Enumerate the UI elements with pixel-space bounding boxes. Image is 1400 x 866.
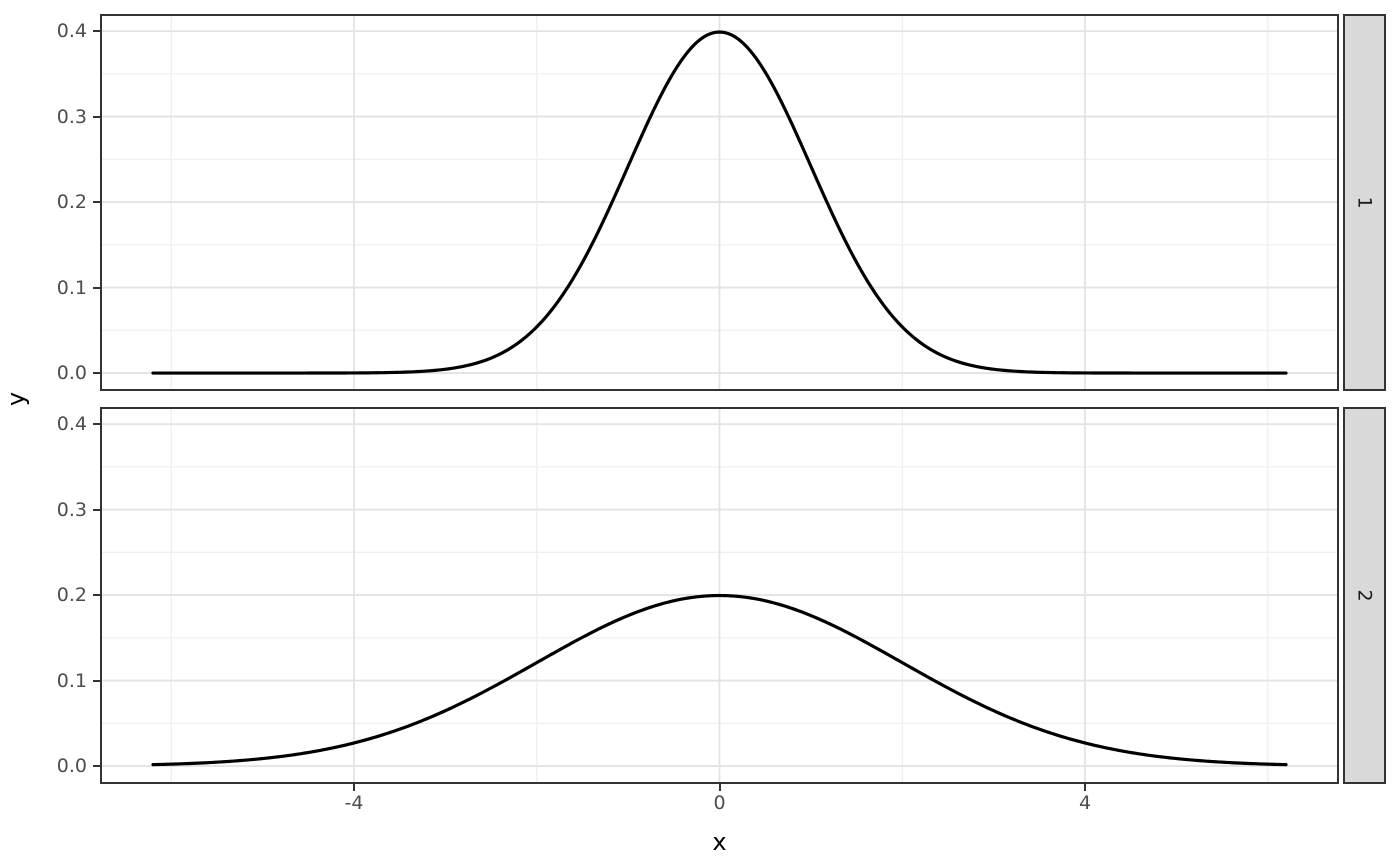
y-tick-label: 0.2 [56,191,87,214]
y-tick-mark [93,115,100,118]
y-tick-mark [93,201,100,204]
x-tick-label: 0 [713,792,726,814]
density-curve [151,593,1288,767]
y-tick-mark [93,30,100,33]
facet-2-panel [100,407,1339,784]
y-tick-label: 0.0 [56,755,87,778]
y-tick-label: 0.3 [56,105,87,128]
y-tick-mark [93,765,100,768]
y-tick-label: 0.0 [56,362,87,385]
facet-2-strip-label: 2 [1354,589,1376,602]
y-axis-title: y [1,391,30,407]
density-curve [151,30,1288,375]
x-tick-mark [718,784,721,791]
y-tick-label: 0.1 [56,276,87,299]
y-tick-mark [93,423,100,426]
x-tick-mark [353,784,355,791]
y-tick-mark [93,594,100,597]
facet-1-panel [100,14,1339,391]
facet-2-strip: 2 [1343,407,1386,784]
y-tick-mark [93,508,100,511]
y-tick-label: 0.2 [56,584,87,607]
x-axis-title: x [712,828,727,856]
y-tick-mark [93,286,100,289]
panel-border [100,407,1339,784]
x-tick-label: -4 [344,792,364,814]
x-tick-mark [1083,784,1086,791]
x-tick-label: 4 [1078,792,1092,814]
facet-1-strip: 1 [1343,14,1386,391]
y-tick-label: 0.3 [56,498,87,521]
y-tick-label: 0.1 [56,669,87,692]
y-tick-label: 0.4 [56,20,87,43]
y-tick-label: 0.4 [56,413,87,436]
panel-border [100,14,1339,391]
y-tick-mark [93,679,100,682]
facet-1-strip-label: 1 [1354,196,1376,209]
y-tick-mark [93,372,100,375]
